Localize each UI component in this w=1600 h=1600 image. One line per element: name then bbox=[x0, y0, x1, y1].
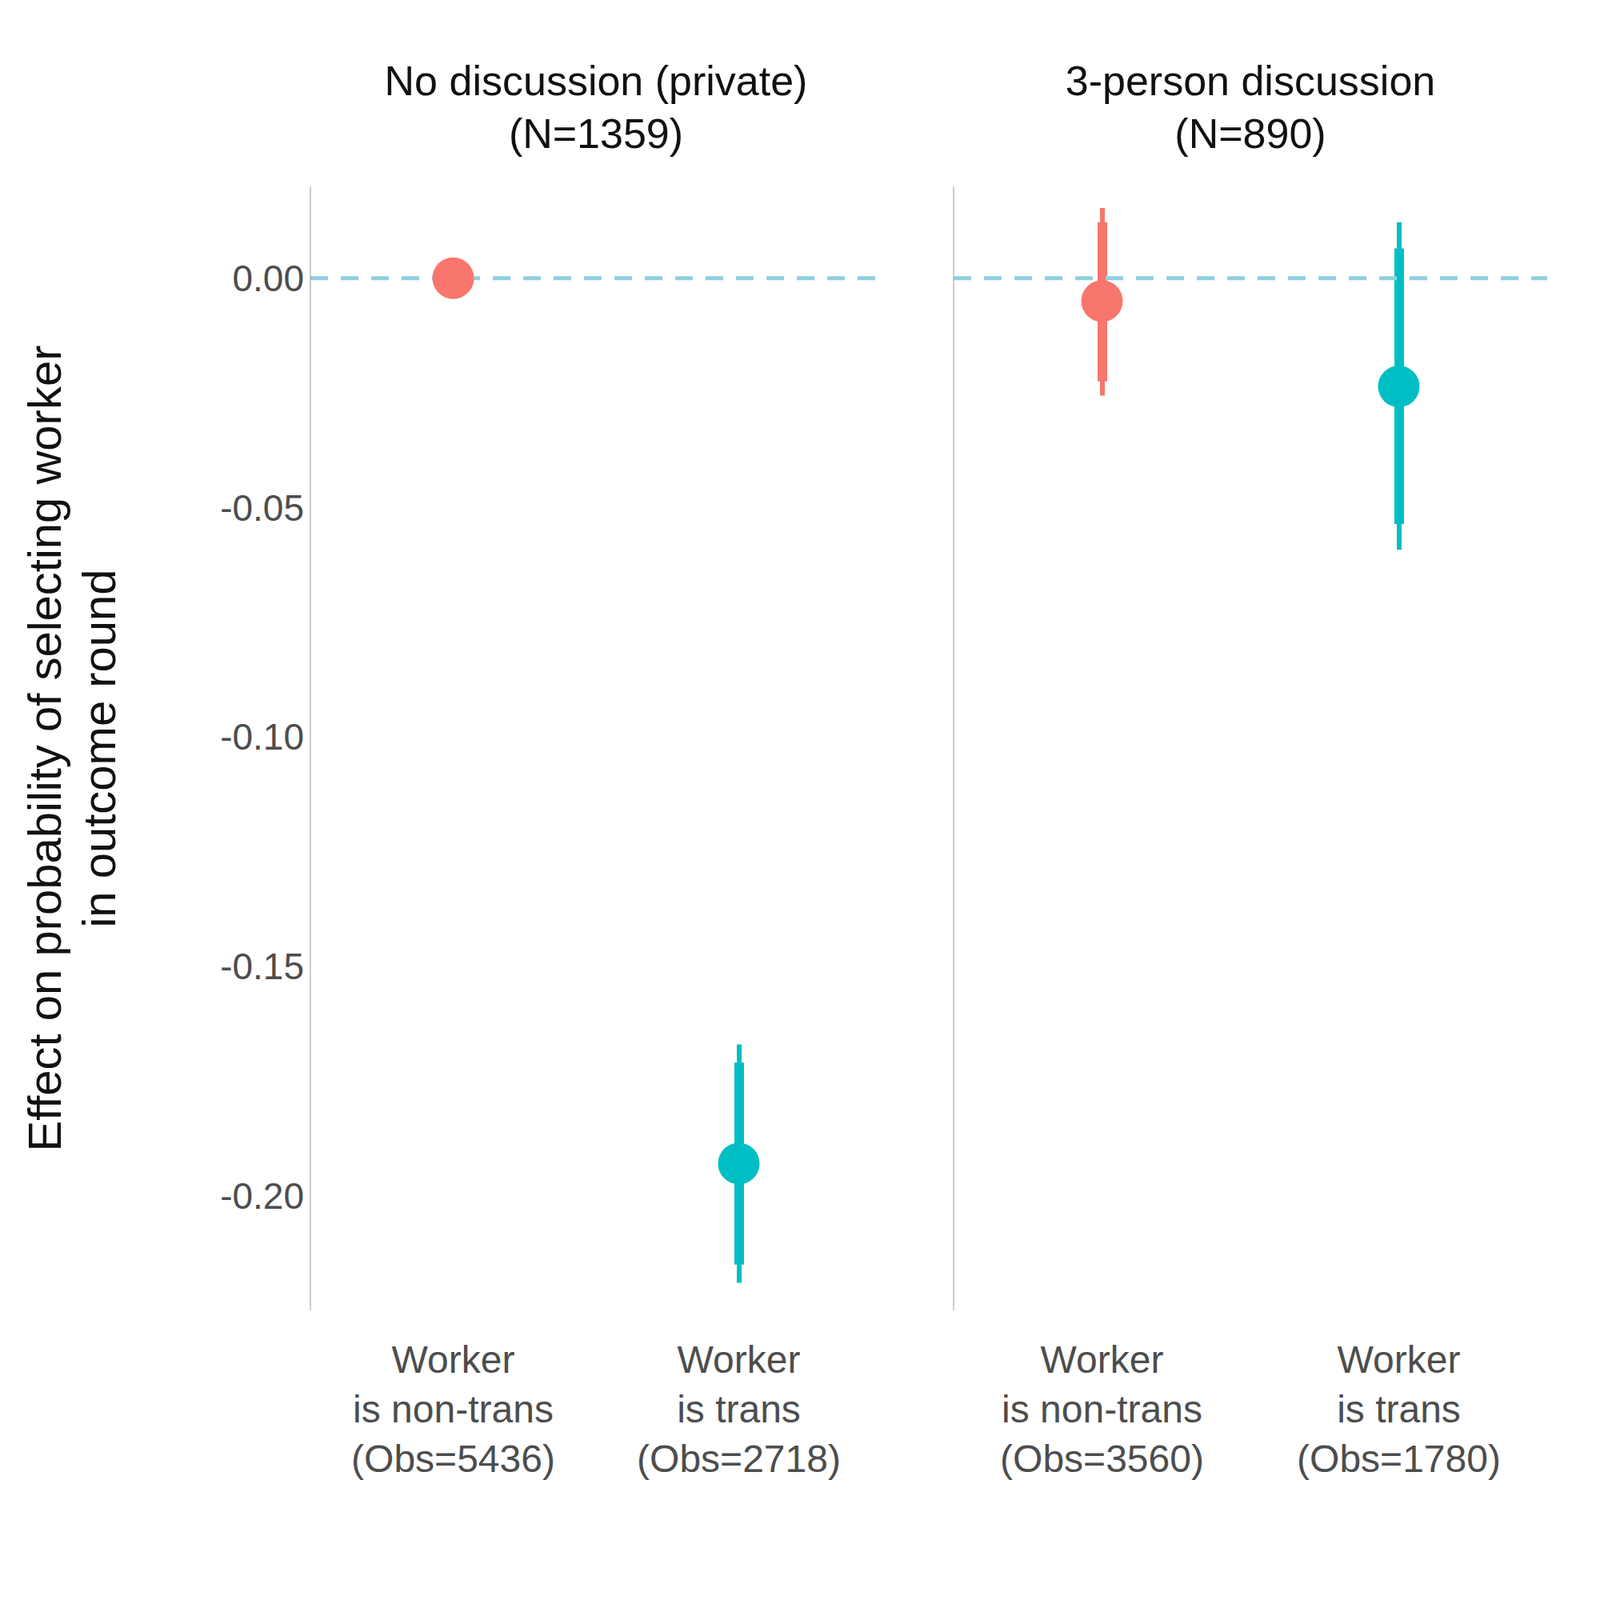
svg-text:Workeris trans(Obs=2718): Workeris trans(Obs=2718) bbox=[636, 1338, 841, 1480]
svg-text:-0.20: -0.20 bbox=[220, 1175, 304, 1217]
svg-text:Effect on probability of selec: Effect on probability of selecting worke… bbox=[18, 344, 71, 1152]
html-text:3-person discussion (N=890): 3-person discussion (N=890) bbox=[1065, 57, 1436, 157]
html-text:No discussion (private) (N=135: No discussion (private) (N=1359) bbox=[384, 57, 808, 157]
svg-text:in outcome round: in outcome round bbox=[72, 568, 125, 928]
svg-text:Workeris non-trans(Obs=5436): Workeris non-trans(Obs=5436) bbox=[351, 1338, 556, 1480]
svg-text:-0.15: -0.15 bbox=[220, 945, 304, 988]
svg-text:0.00: 0.00 bbox=[232, 257, 304, 300]
svg-text:Workeris trans(Obs=1780): Workeris trans(Obs=1780) bbox=[1296, 1338, 1501, 1480]
svg-text:-0.10: -0.10 bbox=[220, 716, 304, 758]
svg-text:-0.05: -0.05 bbox=[220, 487, 304, 529]
svg-text:Workeris non-trans(Obs=3560): Workeris non-trans(Obs=3560) bbox=[1000, 1338, 1204, 1480]
